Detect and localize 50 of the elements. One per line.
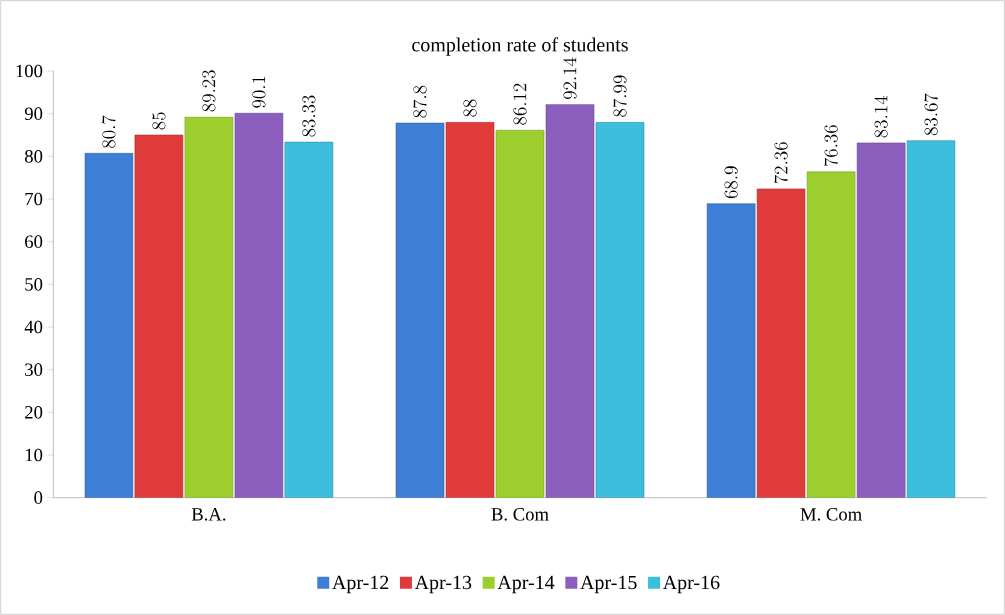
y-tick-label: 50 <box>25 278 43 291</box>
bar <box>545 104 595 498</box>
y-tick-label: 70 <box>25 192 43 206</box>
data-label: 80.7 <box>102 115 116 148</box>
y-tick-label: 90 <box>24 107 43 120</box>
x-tick-label: M. Com <box>800 508 862 521</box>
bar <box>706 203 756 498</box>
legend-label: Apr-15 <box>580 575 637 594</box>
y-tick-label: 40 <box>24 320 43 334</box>
y-tick-label: 60 <box>25 235 43 248</box>
legend-label: Apr-13 <box>414 575 472 594</box>
legend-label: Apr-14 <box>497 575 555 594</box>
data-label: 83. 14 <box>874 95 888 138</box>
x-tick-label: B.A. <box>191 508 226 521</box>
bar <box>395 122 445 498</box>
data-label: 89.23 <box>202 70 216 112</box>
data-label: 86. 12 <box>513 83 527 125</box>
legend-label: Apr-16 <box>662 575 720 594</box>
y-tick-label: 30 <box>25 363 43 376</box>
data-label: 92. 14 <box>563 57 577 100</box>
y-tick-label: 0 <box>34 491 43 504</box>
bar <box>806 171 856 498</box>
data-label: 87.99 <box>613 75 627 117</box>
data-label: 76.36 <box>824 125 838 167</box>
bar <box>284 141 334 498</box>
bar <box>756 188 806 498</box>
y-tick-label: 80 <box>24 150 43 163</box>
x-tick-label: B. Com <box>491 508 549 521</box>
bar <box>134 134 184 498</box>
y-tick-label: 10 <box>25 448 43 462</box>
bar <box>495 129 545 498</box>
bar <box>445 121 495 498</box>
y-tick-label: 100 <box>16 64 43 78</box>
data-label: 87.8 <box>413 85 427 118</box>
bar <box>595 121 645 498</box>
data-label: 88 <box>463 99 477 117</box>
bar <box>906 140 956 498</box>
bar <box>184 116 234 498</box>
bar <box>856 142 906 498</box>
data-label: 83.67 <box>924 93 938 136</box>
legend-label: Apr-12 <box>332 575 389 594</box>
y-tick-label: 20 <box>25 406 43 419</box>
bar <box>84 153 134 498</box>
bar <box>234 112 284 498</box>
data-label: 90. 1 <box>252 76 266 108</box>
chart-title: completion rate of students <box>412 37 628 56</box>
data-label: 83.33 <box>302 95 316 137</box>
data-label: 72.36 <box>774 142 788 184</box>
data-label: 85 <box>152 112 166 130</box>
data-label: 68.9 <box>724 166 738 199</box>
